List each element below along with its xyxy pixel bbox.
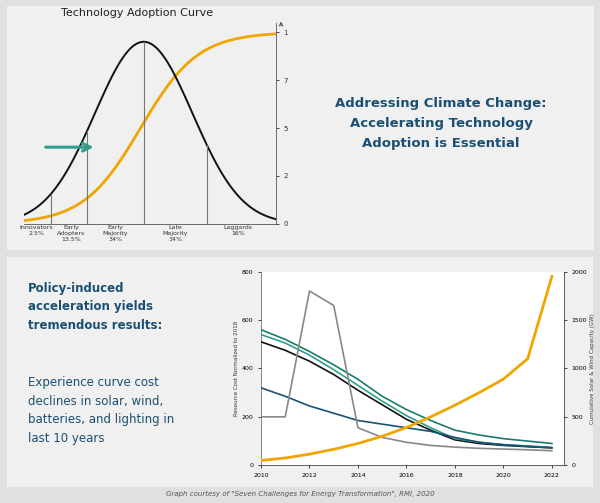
Text: Addressing Climate Change:
Accelerating Technology
Adoption is Essential: Addressing Climate Change: Accelerating … <box>335 97 547 150</box>
Text: Experience curve cost
declines in solar, wind,
batteries, and lighting in
last 1: Experience curve cost declines in solar,… <box>28 376 174 445</box>
Title: Technology Adoption Curve: Technology Adoption Curve <box>61 8 214 18</box>
Y-axis label: Cumulative Solar & Wind Capacity (GW): Cumulative Solar & Wind Capacity (GW) <box>590 313 595 424</box>
Y-axis label: Resource Cost Normalized to 2018: Resource Cost Normalized to 2018 <box>234 321 239 416</box>
Text: Graph courtesy of "Seven Challenges for Energy Transformation", RMI, 2020: Graph courtesy of "Seven Challenges for … <box>166 491 434 497</box>
Y-axis label: Market Share %: Market Share % <box>300 98 305 148</box>
Text: Policy-induced
acceleration yields
tremendous results:: Policy-induced acceleration yields treme… <box>28 282 162 332</box>
